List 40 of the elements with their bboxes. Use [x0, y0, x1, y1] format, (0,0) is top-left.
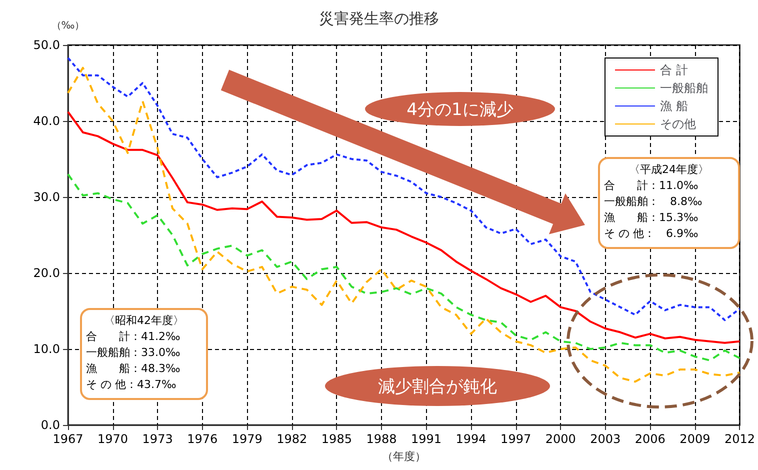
y-tick-label: 0.0 — [40, 418, 60, 432]
y-tick-label: 20.0 — [33, 266, 60, 280]
legend-label: 一般船舶 — [660, 81, 708, 95]
annotation: 一般船舶： 8.8‰ — [604, 194, 704, 210]
x-tick-label: 1991 — [410, 432, 442, 446]
x-tick-label: 1973 — [142, 432, 173, 446]
x-tick-label: 1982 — [276, 432, 308, 446]
y-tick-label: 30.0 — [33, 190, 60, 204]
x-tick-label: 1994 — [456, 432, 486, 446]
y-axis-title: （‰） — [51, 20, 85, 32]
x-tick-label: 2006 — [634, 432, 666, 446]
x-tick-label: 2003 — [590, 432, 621, 446]
x-tick-label: 2012 — [724, 432, 756, 446]
legend-label: 合 計 — [660, 63, 688, 77]
annotation: そ の 他： 6.9‰ — [604, 226, 700, 242]
x-tick-label: 1985 — [321, 432, 352, 446]
y-tick-label: 10.0 — [33, 342, 60, 356]
annotation: 漁 船：48.3‰ — [86, 361, 182, 377]
legend-label: 漁 船 — [660, 99, 688, 113]
x-tick-label: 1970 — [98, 432, 128, 446]
x-tick-label: 1979 — [232, 432, 262, 446]
line-series — [67, 173, 741, 362]
x-axis-title: （年度） — [382, 450, 426, 463]
x-tick-label: 2000 — [545, 432, 576, 446]
legend-label: その他 — [660, 117, 696, 131]
x-tick-label: 2009 — [680, 432, 710, 446]
x-tick-label: 1976 — [187, 432, 218, 446]
annotation: そ の 他：43.7‰ — [86, 377, 178, 393]
x-tick-label: 1967 — [52, 432, 84, 446]
annotation: 漁 船：15.3‰ — [604, 210, 700, 226]
chart-title: 災害発生率の推移 — [319, 10, 439, 28]
y-tick-label: 50.0 — [33, 38, 60, 52]
y-tick-label: 40.0 — [33, 114, 60, 128]
annotation: 〈昭和42年度〉 — [103, 313, 185, 329]
x-tick-label: 1988 — [366, 432, 397, 446]
annotation: 〈平成24年度〉 — [628, 162, 710, 178]
x-tick-label: 1997 — [500, 432, 532, 446]
annotation: 一般船舶：33.0‰ — [86, 345, 182, 361]
annotation: 合 計：11.0‰ — [604, 178, 700, 194]
annotation: 合 計：41.2‰ — [86, 329, 182, 345]
